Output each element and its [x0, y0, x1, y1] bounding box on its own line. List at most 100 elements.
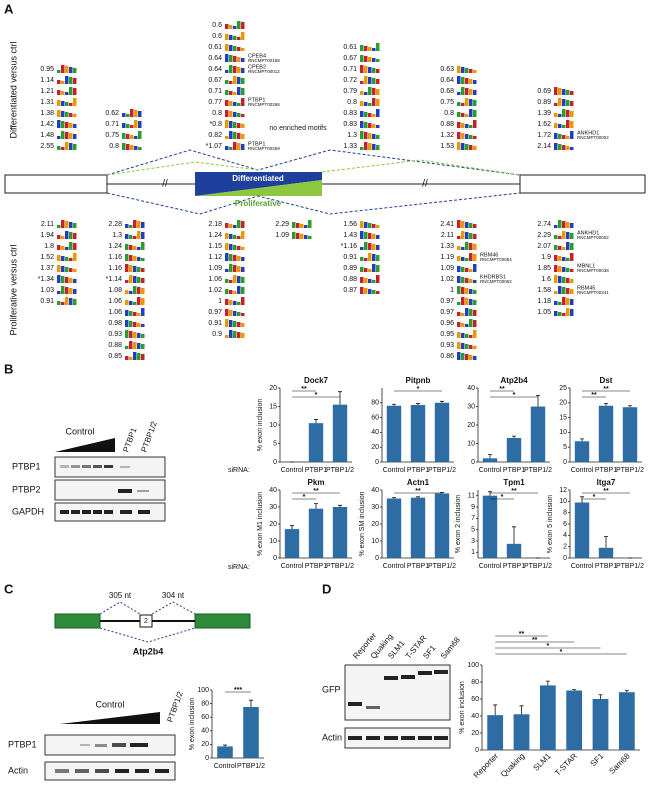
motif-logo-letter — [461, 313, 465, 316]
motif-score: 1.3 — [112, 232, 122, 239]
motif-logo-letter — [558, 276, 562, 283]
motif-logo-letter — [233, 142, 237, 150]
motif-logo-letter — [237, 266, 241, 272]
motif-logo-letter — [364, 92, 368, 95]
motif-score: 2.29 — [537, 232, 551, 239]
motif-logo-letter — [129, 235, 133, 239]
motif-logo-letter — [368, 113, 372, 117]
motif-logo-letter — [225, 100, 229, 106]
motif-logo-letter — [457, 256, 461, 261]
rbp-name: PTBP1 — [248, 97, 265, 103]
motif-logo-letter — [141, 268, 145, 272]
motif-logo-letter — [65, 66, 69, 73]
motif-logo-letter — [469, 109, 473, 117]
motif-logo-letter — [129, 331, 133, 338]
motif-logo-letter — [465, 258, 469, 261]
motif-score: 1.21 — [40, 88, 54, 95]
motif-logo-letter — [465, 344, 469, 349]
motif-score: 0.61 — [208, 44, 222, 51]
motif-logo-letter — [229, 224, 233, 228]
motif-logo-letter — [570, 111, 574, 117]
y-tick-label: 80 — [371, 400, 379, 407]
motif-logo-letter — [130, 125, 134, 128]
motif-logo-letter — [241, 313, 245, 316]
x-tick-label: PTBP1/2 — [616, 467, 644, 474]
motif-logo-letter — [237, 37, 241, 40]
panel-label: B — [4, 361, 13, 376]
y-tick-label: 40 — [371, 487, 379, 494]
motif-logo-letter — [133, 256, 137, 261]
motif-logo-letter — [130, 109, 134, 117]
bar — [386, 498, 402, 558]
motif-logo-letter — [233, 92, 237, 95]
motif-logo-letter — [469, 355, 473, 360]
motif-logo-letter — [368, 103, 372, 106]
motif-logo-letter — [61, 286, 65, 294]
y-tick-label: 20 — [471, 730, 479, 737]
motif-logo-letter — [69, 298, 73, 305]
motif-score: 1.09 — [440, 265, 454, 272]
motif-logo-letter — [376, 255, 380, 261]
motif-logo-letter — [141, 258, 145, 261]
motif-logo-letter — [229, 330, 233, 338]
motif-score: 0.98 — [108, 320, 122, 327]
motif-logo-letter — [233, 112, 237, 117]
motif-logo-letter — [570, 253, 574, 261]
y-axis-label: % exon SM inclusion — [359, 491, 366, 556]
y-tick-label: 10 — [269, 422, 277, 429]
y-tick-label: 15 — [559, 414, 567, 421]
motif-logo-letter — [461, 67, 465, 73]
bar — [506, 543, 522, 558]
error-bar — [314, 503, 318, 509]
y-tick-label: 80 — [471, 679, 479, 686]
motif-logo-letter — [558, 114, 562, 117]
motif-logo-letter — [372, 78, 376, 84]
motif-logo-letter — [372, 280, 376, 283]
motif-logo-letter — [473, 300, 477, 305]
motif-logo-letter — [237, 57, 241, 62]
chart-title: Itga7 — [597, 478, 616, 487]
motif-logo-letter — [73, 144, 77, 150]
motif-logo-letter — [558, 286, 562, 294]
motif-score: 2.11 — [441, 232, 454, 239]
y-axis-label: % exon inclusion — [189, 698, 196, 751]
blot-strip — [54, 479, 166, 501]
motif-logo-letter — [372, 98, 376, 106]
motif-logo-letter — [465, 222, 469, 228]
motif-logo-letter — [554, 265, 558, 272]
inclusion-arc — [151, 601, 196, 615]
motif-logo-letter — [469, 135, 473, 139]
motif-logo-letter — [126, 114, 130, 117]
motif-score: 0.89 — [343, 265, 357, 272]
motif-score: 0.91 — [40, 298, 54, 305]
motif-logo-letter — [237, 322, 241, 327]
motif-score: 1.94 — [40, 232, 54, 239]
x-tick-label: Sam68 — [607, 751, 632, 776]
x-tick-label: Quaking — [499, 752, 526, 779]
motif-logo-letter — [469, 309, 473, 316]
motif-logo-letter — [225, 34, 229, 40]
x-tick-label: Control — [281, 467, 304, 474]
motif-logo-letter — [137, 343, 141, 349]
motif-logo-letter — [133, 246, 137, 250]
motif-logo-letter — [364, 66, 368, 73]
motif-logo-letter — [122, 133, 126, 139]
y-tick-label: 30 — [371, 504, 379, 511]
motif-logo-letter — [133, 276, 137, 283]
y-tick-label: 12 — [559, 487, 567, 494]
motif-logo-letter — [562, 109, 566, 117]
motif-logo-letter — [570, 91, 574, 95]
motif-logo-letter — [364, 222, 368, 228]
motif-logo-letter — [554, 275, 558, 283]
motif-logo-letter — [364, 132, 368, 139]
motif-logo-letter — [129, 301, 133, 305]
error-bar — [572, 689, 577, 691]
error-bar — [416, 403, 420, 406]
error-bar — [440, 400, 444, 403]
motif-logo-letter — [225, 54, 229, 62]
motif-logo-letter — [237, 286, 241, 294]
motif-logo-letter — [376, 265, 380, 272]
rbp-id: RNCMPT00062 — [480, 279, 512, 284]
motif-logo-letter — [376, 59, 380, 62]
motif-logo-letter — [473, 346, 477, 349]
